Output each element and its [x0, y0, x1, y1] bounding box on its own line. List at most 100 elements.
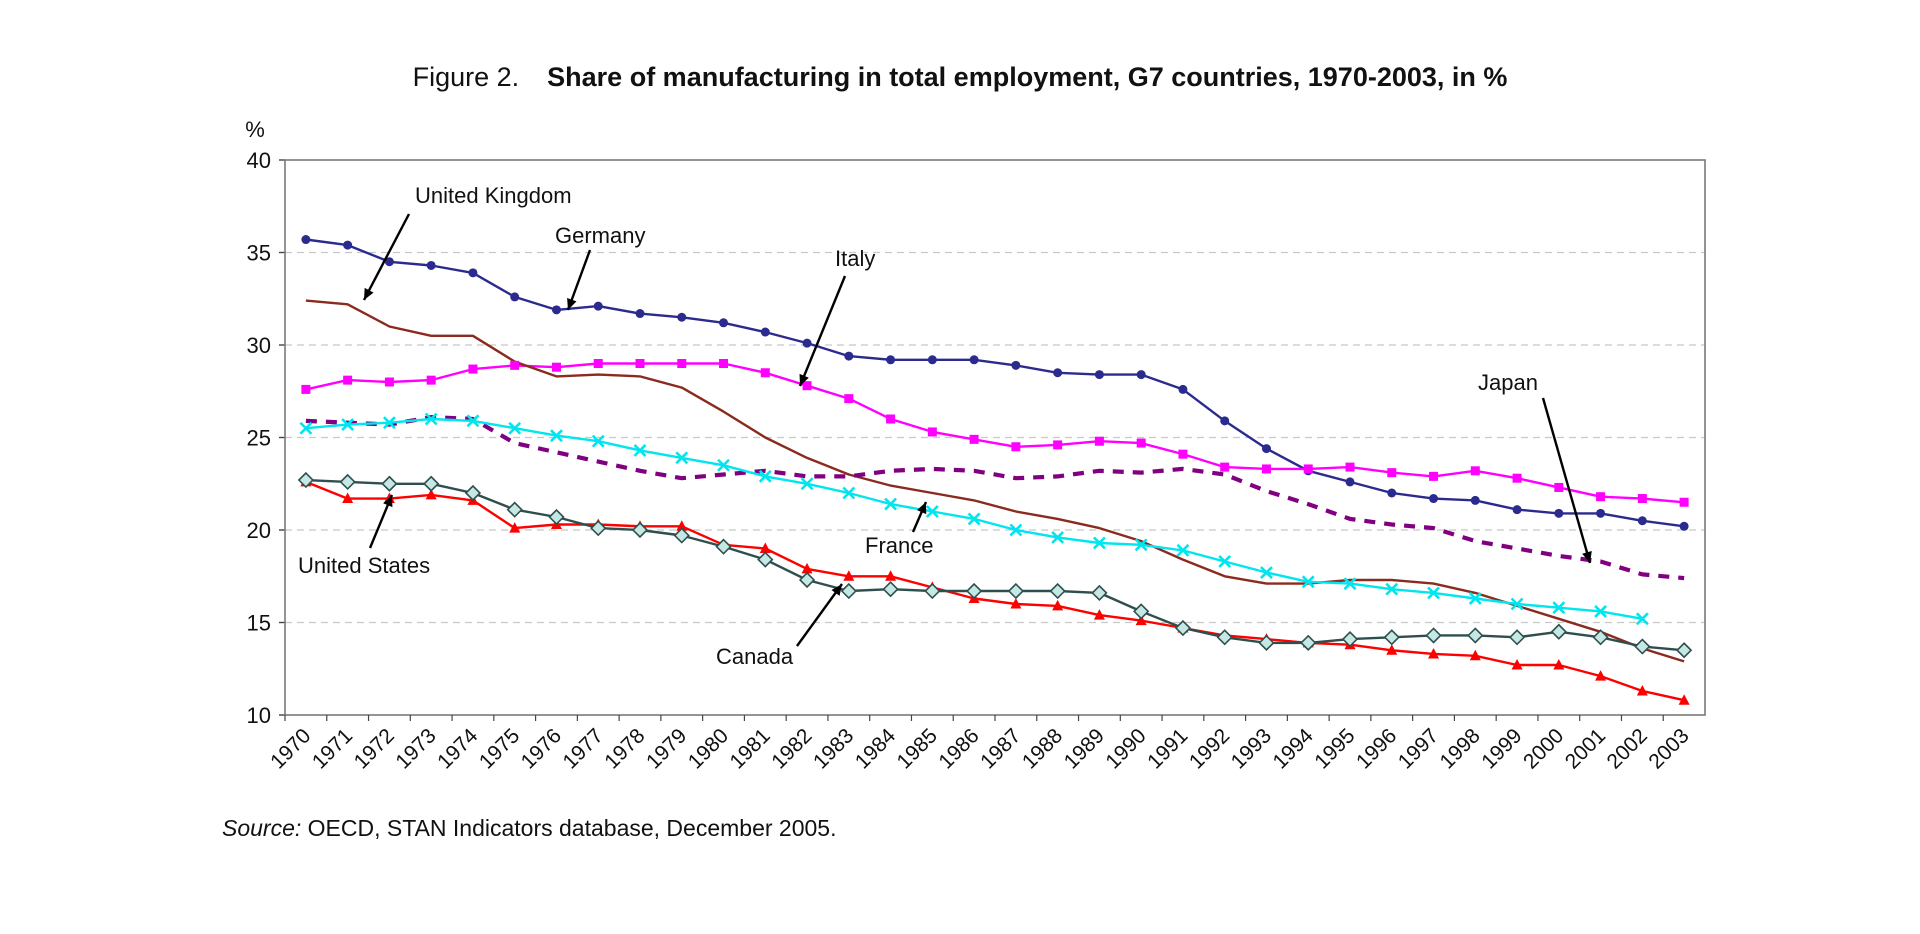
annotation-arrowhead — [567, 297, 577, 310]
marker-canada — [840, 582, 857, 600]
marker-canada — [506, 501, 523, 518]
chart-title: Figure 2. Share of manufacturing in total… — [0, 62, 1920, 93]
marker-united-states — [1678, 694, 1690, 705]
series-label-germany: Germany — [555, 223, 645, 248]
marker-france — [424, 412, 438, 426]
marker-germany — [635, 309, 645, 319]
marker-germany — [301, 235, 311, 245]
marker-united-states — [342, 492, 354, 504]
annotation-united-kingdom: United Kingdom — [362, 183, 572, 301]
x-tick-label: 1983 — [809, 724, 858, 773]
y-tick-label: 25 — [247, 426, 271, 451]
marker-canada — [673, 527, 690, 544]
x-tick-label: 2001 — [1561, 724, 1610, 773]
annotation-france: France — [865, 501, 933, 558]
series-line-germany — [305, 238, 1685, 528]
line-chart: 10152025303540%1970197119721973197419751… — [245, 117, 1706, 774]
x-tick-label: 1980 — [684, 724, 733, 773]
marker-united-states — [1511, 659, 1523, 670]
marker-canada — [715, 538, 732, 555]
source-text: OECD, STAN Indicators database, December… — [307, 815, 837, 841]
marker-germany — [468, 268, 478, 278]
marker-france — [925, 505, 939, 518]
x-tick-label: 1979 — [642, 724, 691, 773]
marker-canada — [1508, 629, 1526, 646]
marker-italy — [1679, 497, 1689, 507]
marker-italy — [1261, 464, 1271, 474]
marker-france — [842, 486, 856, 500]
marker-france — [633, 444, 647, 457]
series-label-japan: Japan — [1478, 370, 1538, 395]
x-tick-label: 1987 — [976, 724, 1025, 773]
marker-germany — [886, 355, 896, 365]
marker-france — [884, 497, 898, 511]
marker-france — [1176, 543, 1190, 557]
series-line-japan — [305, 415, 1685, 581]
chart-title-text: Share of manufacturing in total employme… — [547, 62, 1508, 92]
series-annotations: Germany Italy United Kingdom Japan France Uni… — [298, 183, 1592, 669]
marker-united-states — [843, 570, 855, 581]
annotation-united-states: United States — [298, 494, 430, 578]
marker-france — [508, 421, 522, 435]
marker-france — [299, 421, 313, 435]
marker-united-states — [1469, 649, 1481, 661]
marker-italy — [1011, 442, 1021, 452]
x-tick-label: 1999 — [1477, 724, 1526, 773]
marker-france — [1260, 566, 1273, 579]
marker-germany — [677, 312, 687, 322]
marker-italy — [844, 394, 854, 404]
marker-canada — [1174, 619, 1192, 637]
marker-united-states — [759, 542, 771, 553]
x-tick-label: 1981 — [726, 724, 775, 773]
annotation-arrowhead — [383, 495, 393, 508]
marker-france — [967, 512, 981, 526]
marker-canada — [464, 484, 482, 502]
x-tick-label: 1997 — [1394, 724, 1443, 773]
marker-canada — [1383, 629, 1400, 646]
annotation-arrowhead — [364, 287, 374, 300]
marker-united-states — [1553, 659, 1565, 670]
x-tick-label: 1974 — [433, 724, 483, 774]
marker-canada — [757, 551, 774, 568]
marker-canada — [381, 475, 398, 492]
marker-france — [717, 458, 730, 472]
marker-france — [1594, 604, 1608, 618]
x-tick-label: 1971 — [308, 724, 357, 773]
annotation-arrowhead — [799, 373, 809, 386]
marker-germany — [1261, 444, 1271, 454]
marker-united-states — [1428, 647, 1440, 659]
figure-label: Figure 2. — [412, 62, 520, 92]
marker-canada — [1007, 582, 1025, 600]
marker-united-states — [885, 570, 897, 581]
marker-italy — [1429, 471, 1439, 481]
marker-canada — [297, 471, 315, 489]
marker-canada — [1592, 629, 1609, 646]
marker-italy — [301, 384, 311, 394]
x-tick-label: 1976 — [517, 724, 566, 773]
marker-france — [382, 416, 396, 430]
marker-italy — [1220, 462, 1230, 472]
y-tick-label: 10 — [247, 703, 271, 728]
marker-germany — [1679, 521, 1689, 531]
marker-italy — [719, 359, 729, 368]
marker-germany — [1387, 488, 1397, 498]
marker-france — [1051, 530, 1065, 544]
marker-united-states — [1010, 598, 1022, 609]
marker-germany — [1345, 477, 1355, 487]
marker-france — [675, 451, 689, 465]
x-tick-label: 1995 — [1310, 724, 1359, 773]
annotation-arrow — [362, 213, 411, 301]
marker-canada — [882, 581, 899, 598]
marker-italy — [1136, 438, 1146, 448]
marker-italy — [969, 434, 979, 444]
x-tick-label: 1975 — [475, 724, 524, 773]
marker-germany — [1094, 370, 1104, 380]
marker-canada — [339, 473, 356, 491]
marker-germany — [802, 338, 812, 348]
x-tick-label: 1996 — [1352, 724, 1401, 773]
x-tick-label: 2003 — [1644, 724, 1693, 773]
marker-canada — [1550, 623, 1567, 640]
marker-france — [466, 414, 480, 428]
marker-canada — [1425, 627, 1442, 644]
marker-france — [1635, 612, 1649, 626]
